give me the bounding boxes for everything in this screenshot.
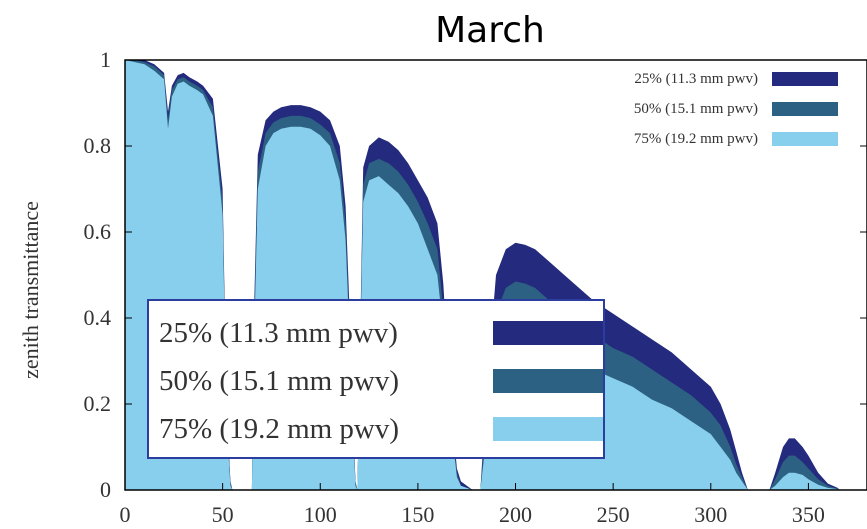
legend-overlay-label: 50% (15.1 mm pwv) (159, 364, 400, 397)
legend-overlay-swatch (493, 369, 603, 393)
y-tick-label: 1 (100, 47, 111, 72)
legend-overlay: 25% (11.3 mm pwv) 50% (15.1 mm pwv) 75% … (147, 299, 605, 459)
x-tick-label: 300 (694, 502, 727, 527)
y-tick-label: 0.4 (84, 305, 112, 330)
y-tick-label: 0.2 (84, 391, 112, 416)
x-tick-label: 50 (212, 502, 234, 527)
legend-swatch (772, 102, 838, 116)
legend-overlay-row-75: 75% (19.2 mm pwv) (159, 409, 603, 449)
legend-label: 25% (11.3 mm pwv) (634, 71, 758, 87)
y-tick-label: 0.8 (84, 133, 112, 158)
axis-ticks: 0 50 100 150 200 250 300 350 0 0.2 0.4 0.6 0.8 1 (84, 47, 867, 527)
legend-overlay-label: 75% (19.2 mm pwv) (159, 412, 400, 445)
x-tick-label: 200 (499, 502, 532, 527)
x-tick-label: 0 (120, 502, 131, 527)
x-tick-label: 150 (401, 502, 434, 527)
x-tick-label: 350 (792, 502, 825, 527)
y-tick-label: 0 (100, 477, 111, 502)
plot-frame (124, 59, 867, 491)
legend-overlay-row-25: 25% (11.3 mm pwv) (159, 313, 603, 353)
y-tick-label: 0.6 (84, 219, 112, 244)
legend-label: 75% (19.2 mm pwv) (634, 131, 758, 147)
legend-overlay-label: 25% (11.3 mm pwv) (159, 316, 398, 349)
legend-overlay-swatch (493, 321, 603, 345)
x-tick-label: 250 (597, 502, 630, 527)
y-axis-label: zenith transmittance (18, 201, 43, 379)
legend-top-right: 25% (11.3 mm pwv) 50% (15.1 mm pwv) 75% (1… (634, 71, 838, 147)
legend-label: 50% (15.1 mm pwv) (634, 101, 758, 117)
chart-title: March (435, 10, 545, 51)
legend-swatch (772, 72, 838, 86)
legend-swatch (772, 132, 838, 146)
x-tick-label: 100 (304, 502, 337, 527)
legend-overlay-row-50: 50% (15.1 mm pwv) (159, 361, 603, 401)
legend-overlay-swatch (493, 417, 603, 441)
